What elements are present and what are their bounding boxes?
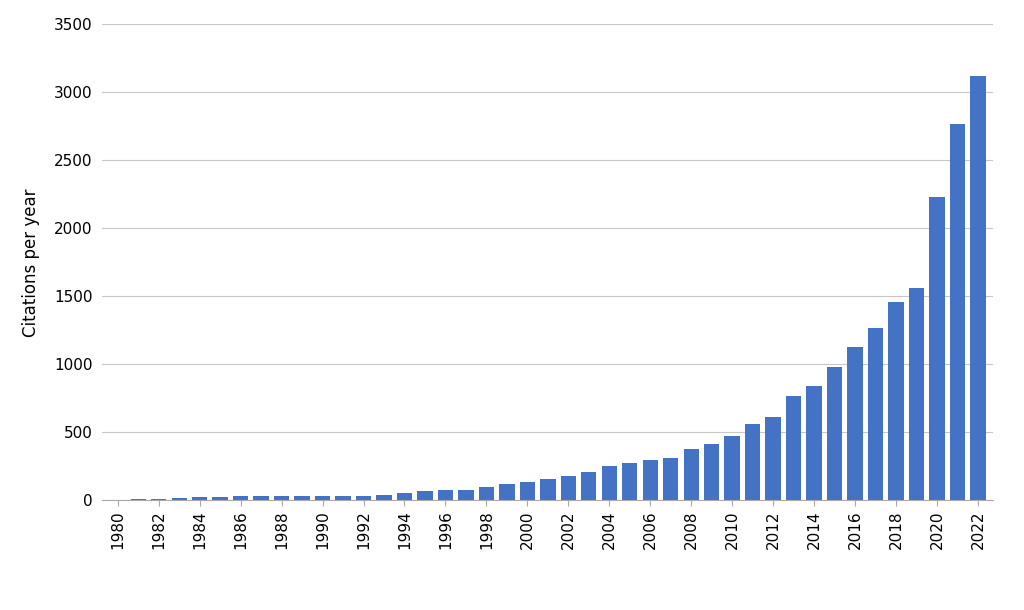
- Bar: [643, 460, 658, 500]
- Bar: [664, 458, 679, 500]
- Bar: [438, 490, 454, 500]
- Bar: [295, 496, 310, 500]
- Bar: [541, 479, 556, 500]
- Bar: [336, 496, 351, 500]
- Bar: [500, 484, 515, 500]
- Bar: [479, 487, 495, 500]
- Bar: [315, 497, 331, 500]
- Bar: [848, 346, 863, 500]
- Bar: [560, 476, 575, 500]
- Bar: [376, 495, 391, 500]
- Bar: [193, 497, 207, 500]
- Bar: [909, 288, 925, 500]
- Bar: [807, 386, 822, 500]
- Bar: [417, 492, 432, 500]
- Bar: [131, 499, 146, 500]
- Bar: [172, 498, 187, 500]
- Bar: [232, 496, 248, 500]
- Bar: [684, 448, 699, 500]
- Bar: [929, 197, 944, 500]
- Bar: [827, 367, 843, 500]
- Bar: [213, 497, 228, 500]
- Bar: [785, 395, 801, 500]
- Bar: [705, 444, 719, 500]
- Bar: [950, 124, 966, 500]
- Y-axis label: Citations per year: Citations per year: [23, 188, 40, 337]
- Bar: [888, 303, 903, 500]
- Bar: [152, 499, 167, 500]
- Bar: [623, 463, 638, 500]
- Bar: [744, 424, 760, 500]
- Bar: [582, 472, 597, 500]
- Bar: [766, 417, 781, 500]
- Bar: [458, 490, 473, 500]
- Bar: [725, 436, 740, 500]
- Bar: [970, 76, 985, 500]
- Bar: [397, 493, 413, 500]
- Bar: [868, 328, 884, 500]
- Bar: [601, 465, 616, 500]
- Bar: [273, 496, 289, 500]
- Bar: [356, 496, 372, 500]
- Bar: [520, 482, 536, 500]
- Bar: [254, 497, 269, 500]
